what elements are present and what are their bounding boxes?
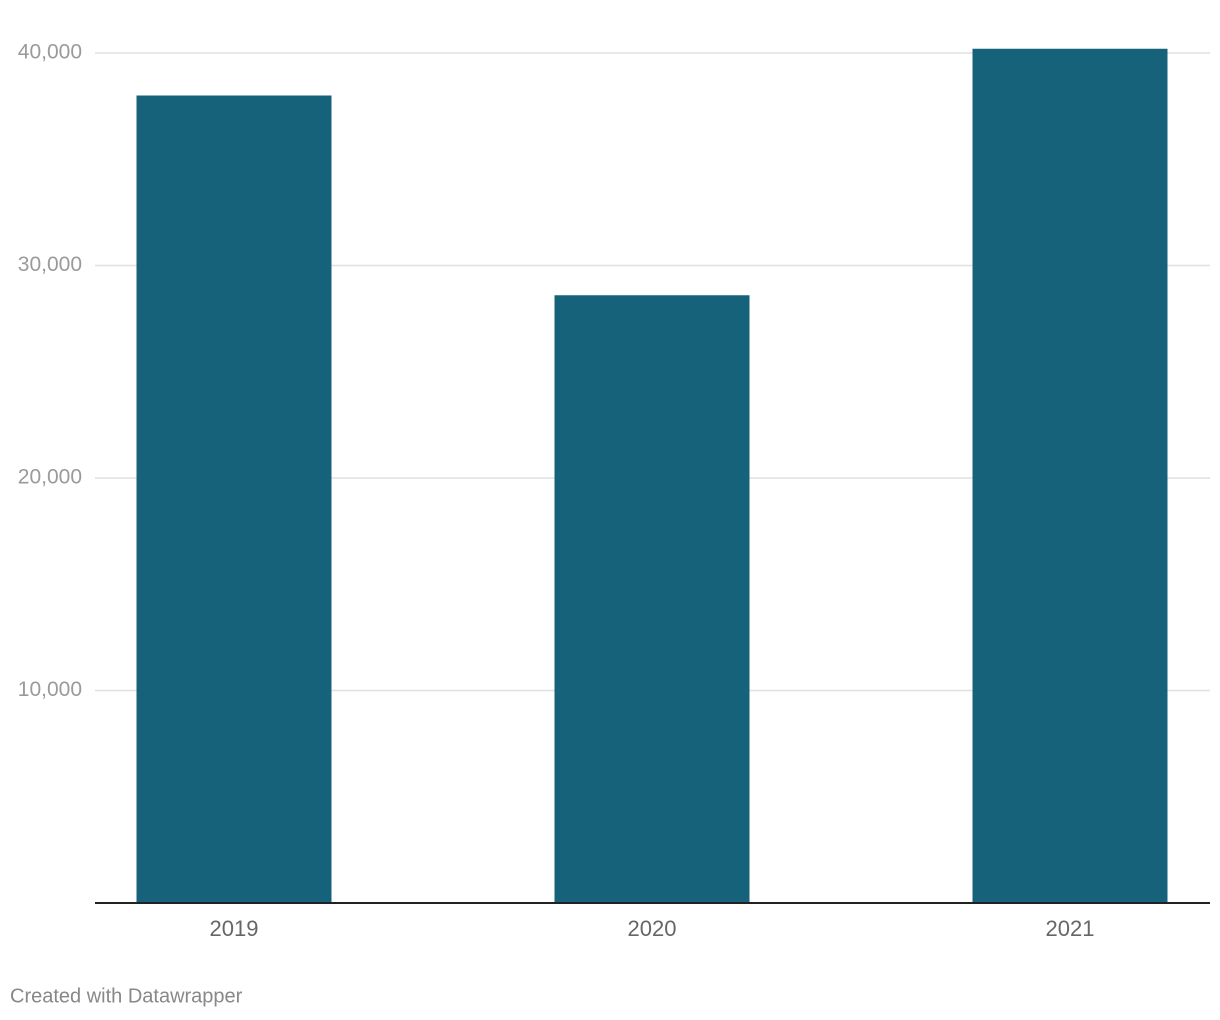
y-tick-label: 40,000	[18, 41, 82, 64]
y-tick-label: 20,000	[18, 466, 82, 489]
bar	[554, 295, 750, 903]
bar	[972, 48, 1168, 903]
y-tick-label: 30,000	[18, 253, 82, 276]
footer-credit: Created with Datawrapper	[10, 985, 243, 1007]
y-tick-label: 10,000	[18, 678, 82, 701]
x-tick-label: 2021	[1046, 916, 1095, 941]
x-tick-label: 2019	[210, 916, 259, 941]
bar	[136, 95, 332, 903]
x-tick-label: 2020	[628, 916, 677, 941]
